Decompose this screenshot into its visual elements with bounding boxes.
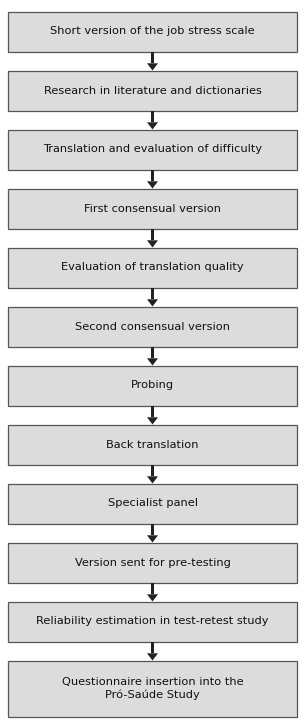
Bar — [8, 660, 297, 716]
Bar — [8, 12, 297, 52]
Bar — [8, 365, 297, 405]
Bar — [8, 248, 297, 288]
Text: Questionnaire insertion into the
Pró-Saúde Study: Questionnaire insertion into the Pró-Saú… — [62, 677, 243, 700]
Bar — [151, 229, 154, 240]
Bar — [151, 288, 154, 299]
Bar — [151, 170, 154, 181]
Text: Reliability estimation in test‑retest study: Reliability estimation in test‑retest st… — [36, 617, 269, 627]
Text: Specialist panel: Specialist panel — [107, 499, 198, 508]
Bar — [151, 347, 154, 358]
Text: First consensual version: First consensual version — [84, 204, 221, 213]
Bar — [151, 111, 154, 122]
Bar — [8, 306, 297, 347]
Text: Probing: Probing — [131, 381, 174, 390]
Bar — [8, 189, 297, 229]
Polygon shape — [147, 476, 158, 483]
Bar — [8, 130, 297, 170]
Bar — [8, 483, 297, 523]
Polygon shape — [147, 63, 158, 71]
Text: Short version of the job stress scale: Short version of the job stress scale — [50, 26, 255, 36]
Text: Evaluation of translation quality: Evaluation of translation quality — [61, 263, 244, 272]
Bar — [8, 424, 297, 464]
Polygon shape — [147, 240, 158, 248]
Text: Research in literature and dictionaries: Research in literature and dictionaries — [44, 85, 261, 95]
Bar — [151, 641, 154, 653]
Bar — [8, 71, 297, 111]
Text: Second consensual version: Second consensual version — [75, 322, 230, 331]
Bar — [151, 52, 154, 63]
Bar — [8, 601, 297, 641]
Polygon shape — [147, 594, 158, 601]
Text: Back translation: Back translation — [106, 440, 199, 449]
Polygon shape — [147, 299, 158, 306]
Bar — [151, 523, 154, 535]
Polygon shape — [147, 358, 158, 365]
Bar — [151, 464, 154, 476]
Polygon shape — [147, 417, 158, 424]
Polygon shape — [147, 535, 158, 542]
Bar — [8, 542, 297, 582]
Polygon shape — [147, 653, 158, 660]
Bar — [151, 405, 154, 417]
Bar — [151, 582, 154, 594]
Polygon shape — [147, 122, 158, 130]
Polygon shape — [147, 181, 158, 189]
Text: Translation and evaluation of difficulty: Translation and evaluation of difficulty — [43, 144, 262, 154]
Text: Version sent for pre-testing: Version sent for pre-testing — [74, 558, 231, 568]
